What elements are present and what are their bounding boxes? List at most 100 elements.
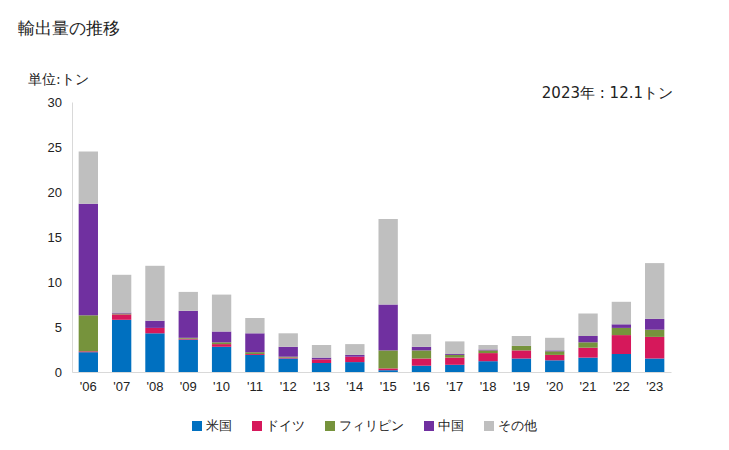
bar-segment — [578, 348, 597, 358]
bar-segment — [478, 361, 497, 372]
bar-segment — [612, 335, 631, 354]
bar-segment — [145, 333, 164, 372]
legend-item: ドイツ — [252, 418, 305, 433]
bar-segment — [512, 346, 531, 351]
x-tick: '13 — [313, 372, 330, 394]
x-tick-label: '06 — [80, 379, 97, 394]
y-axis-label: 単位:トン — [28, 71, 89, 87]
y-tick: 20 — [48, 185, 72, 200]
x-tick: '12 — [280, 372, 297, 394]
bar-segment — [212, 344, 231, 347]
x-axis: '06'07'08'09'10'11'12'13'14'15'16'17'18'… — [73, 372, 672, 394]
bar-segment — [478, 350, 497, 353]
bar-segment — [112, 320, 131, 372]
bar-segment — [578, 358, 597, 372]
legend-item: その他 — [484, 418, 537, 433]
bar-segment — [245, 355, 264, 372]
x-tick-label: '13 — [313, 379, 330, 394]
bar-segment — [612, 324, 631, 328]
legend-item: 米国 — [192, 418, 232, 433]
x-tick-label: '09 — [180, 379, 197, 394]
bar-segment — [412, 366, 431, 372]
x-tick-label: '18 — [480, 379, 497, 394]
bar-segment — [145, 321, 164, 328]
bar-segment — [645, 359, 664, 373]
bar-segment — [412, 359, 431, 366]
legend-swatch — [325, 421, 335, 431]
bar-segment — [179, 311, 198, 338]
x-tick: '20 — [546, 372, 563, 394]
bar-segment — [578, 314, 597, 337]
legend-swatch — [484, 421, 494, 431]
bar-segment — [212, 295, 231, 332]
series-bars — [79, 314, 665, 370]
x-tick: '10 — [213, 372, 230, 394]
y-tick-label: 30 — [48, 95, 62, 110]
bar-segment — [545, 355, 564, 360]
bar-segment — [79, 352, 98, 372]
y-tick: 25 — [48, 140, 72, 155]
x-tick-label: '12 — [280, 379, 297, 394]
x-tick: '09 — [180, 372, 197, 394]
x-tick: '17 — [446, 372, 463, 394]
bar-segment — [312, 363, 331, 372]
bar-segment — [545, 351, 564, 355]
x-tick: '21 — [580, 372, 597, 394]
x-tick-label: '20 — [546, 379, 563, 394]
legend-label: その他 — [498, 418, 537, 433]
x-tick-label: '14 — [346, 379, 363, 394]
legend-item: フィリピン — [325, 418, 404, 433]
x-tick-label: '15 — [380, 379, 397, 394]
bar-segment — [512, 359, 531, 373]
x-tick-label: '10 — [213, 379, 230, 394]
x-tick-label: '19 — [513, 379, 530, 394]
y-tick-label: 5 — [55, 320, 62, 335]
bar-segment — [412, 334, 431, 347]
y-tick: 5 — [55, 320, 72, 335]
y-tick: 0 — [55, 365, 72, 380]
x-tick: '22 — [613, 372, 630, 394]
bar-segment — [345, 362, 364, 372]
bar-segment — [79, 315, 98, 351]
y-tick: 15 — [48, 230, 72, 245]
bar-segment — [212, 332, 231, 343]
bar-segment — [312, 359, 331, 363]
bar-segment — [245, 318, 264, 333]
x-tick-label: '08 — [146, 379, 163, 394]
legend: 米国 ドイツ フィリピン 中国 その他 — [192, 418, 537, 433]
bar-segment — [212, 347, 231, 372]
bar-segment — [145, 328, 164, 333]
y-tick-label: 15 — [48, 230, 62, 245]
x-tick: '19 — [513, 372, 530, 394]
bar-segment — [612, 302, 631, 325]
x-tick-label: '21 — [580, 379, 597, 394]
plot-area: 051015202530'06'07'08'09'10'11'12'13'14'… — [48, 95, 672, 395]
x-tick: '15 — [380, 372, 397, 394]
bar-segment — [378, 219, 397, 305]
bar-segment — [645, 330, 664, 337]
bar-segment — [412, 350, 431, 358]
bar-segment — [445, 341, 464, 354]
bar-segment — [378, 368, 397, 370]
x-tick: '23 — [646, 372, 663, 394]
bar-segment — [445, 355, 464, 358]
series-bars — [79, 204, 665, 360]
bar-segment — [279, 359, 298, 373]
y-tick: 10 — [48, 275, 72, 290]
bar-segment — [245, 352, 264, 354]
legend-label: フィリピン — [339, 418, 404, 433]
bar-segment — [312, 358, 331, 360]
legend-swatch — [252, 421, 262, 431]
chart-container: 輸出量の推移単位:トン2023年 : 12.1トン051015202530'06… — [0, 0, 729, 450]
x-tick: '16 — [413, 372, 430, 394]
bar-segment — [578, 336, 597, 342]
bar-segment — [79, 152, 98, 204]
y-tick-label: 25 — [48, 140, 62, 155]
x-tick-label: '16 — [413, 379, 430, 394]
bar-segment — [179, 340, 198, 372]
x-tick: '18 — [480, 372, 497, 394]
x-tick: '06 — [80, 372, 97, 394]
bar-segment — [112, 313, 131, 315]
legend-label: 中国 — [438, 418, 464, 433]
bar-segment — [645, 263, 664, 319]
